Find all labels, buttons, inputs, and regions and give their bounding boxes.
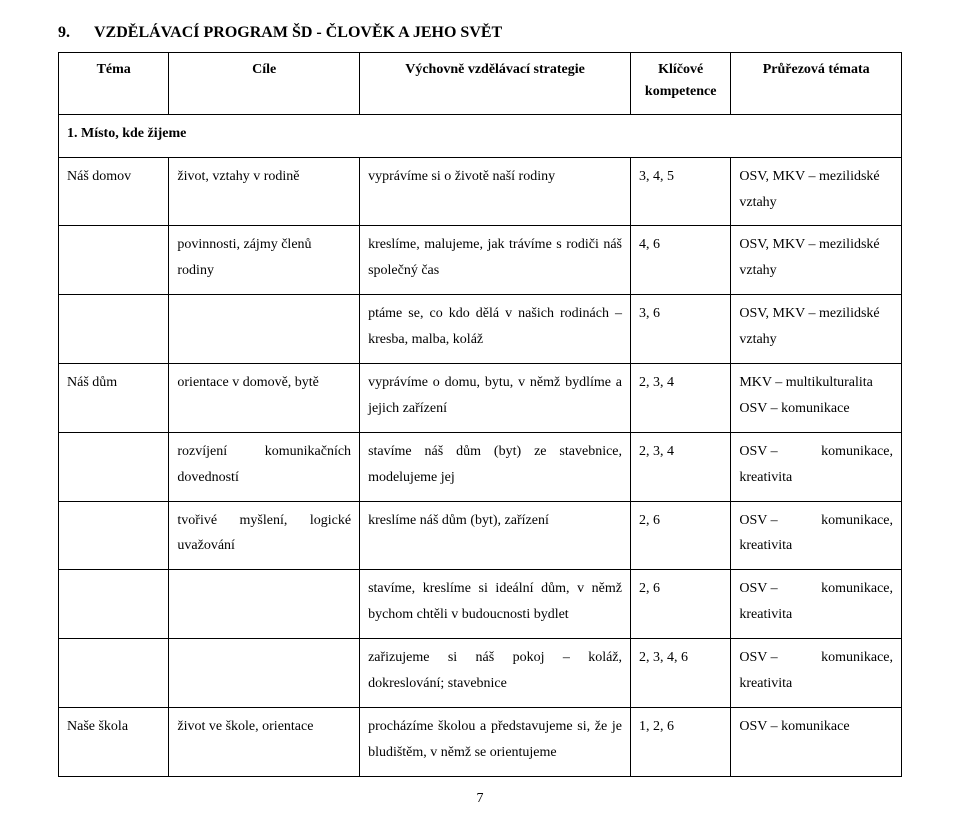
col-header-tema: Téma [59, 53, 169, 115]
table-row: zařizujeme si náš pokoj – koláž, dokresl… [59, 639, 902, 708]
cell-tema [59, 570, 169, 639]
cell-text: kreativita [739, 676, 792, 691]
cell-text: uvažování [177, 538, 235, 553]
col-header-kompetence-l2: kompetence [645, 84, 717, 99]
cell-text: dovedností [177, 470, 238, 485]
cell-kompetence: 2, 6 [631, 570, 731, 639]
cell-kompetence: 4, 6 [631, 226, 731, 295]
justified-line: tvořivé myšlení, logické [177, 508, 351, 534]
cell-cile: povinnosti, zájmy členů rodiny [169, 226, 360, 295]
section-row: 1. Místo, kde žijeme [59, 114, 902, 157]
word: komunikace, [821, 645, 893, 671]
cell-tema: Náš domov [59, 157, 169, 226]
cell-cile: tvořivé myšlení, logické uvažování [169, 501, 360, 570]
word: komunikace, [821, 439, 893, 465]
cell-strategie: kreslíme, malujeme, jak trávíme s rodiči… [360, 226, 631, 295]
cell-prurezova: OSV – komunikace, kreativita [731, 570, 902, 639]
word: OSV – [739, 508, 777, 534]
cell-tema [59, 432, 169, 501]
cell-strategie: stavíme, kreslíme si ideální dům, v němž… [360, 570, 631, 639]
cell-prurezova: OSV, MKV – mezilidské vztahy [731, 157, 902, 226]
heading-title: VZDĚLÁVACÍ PROGRAM ŠD - ČLOVĚK A JEHO SV… [94, 24, 502, 42]
cell-kompetence: 1, 2, 6 [631, 707, 731, 776]
justified-line: OSV – komunikace, [739, 508, 893, 534]
cell-cile: orientace v domově, bytě [169, 364, 360, 433]
cell-cile: život, vztahy v rodině [169, 157, 360, 226]
cell-prurezova: OSV – komunikace, kreativita [731, 639, 902, 708]
section-title: 1. Místo, kde žijeme [59, 114, 902, 157]
cell-kompetence: 3, 6 [631, 295, 731, 364]
cell-strategie: vyprávíme si o životě naší rodiny [360, 157, 631, 226]
cell-prurezova: MKV – multikulturalita OSV – komunikace [731, 364, 902, 433]
page: 9. VZDĚLÁVACÍ PROGRAM ŠD - ČLOVĚK A JEHO… [0, 0, 960, 825]
table-row: rozvíjení komunikačních dovedností staví… [59, 432, 902, 501]
justified-line: rozvíjení komunikačních [177, 439, 351, 465]
cell-strategie: vyprávíme o domu, bytu, v němž bydlíme a… [360, 364, 631, 433]
cell-cile [169, 295, 360, 364]
cell-text: kreativita [739, 538, 792, 553]
cell-text: kreativita [739, 470, 792, 485]
word: myšlení, [240, 508, 288, 534]
justified-line: OSV – komunikace, [739, 576, 893, 602]
cell-tema [59, 295, 169, 364]
cell-strategie: procházíme školou a představujeme si, že… [360, 707, 631, 776]
cell-cile [169, 639, 360, 708]
cell-strategie: zařizujeme si náš pokoj – koláž, dokresl… [360, 639, 631, 708]
table-row: stavíme, kreslíme si ideální dům, v němž… [59, 570, 902, 639]
cell-cile [169, 570, 360, 639]
cell-text: OSV – komunikace [739, 401, 849, 416]
cell-tema: Naše škola [59, 707, 169, 776]
table-row: ptáme se, co kdo dělá v našich rodinách … [59, 295, 902, 364]
word: tvořivé [177, 508, 217, 534]
word: logické [310, 508, 351, 534]
word: OSV – [739, 645, 777, 671]
cell-cile: život ve škole, orientace [169, 707, 360, 776]
section-heading: 9. VZDĚLÁVACÍ PROGRAM ŠD - ČLOVĚK A JEHO… [58, 24, 902, 42]
cell-text: kreativita [739, 607, 792, 622]
word: OSV – [739, 576, 777, 602]
col-header-kompetence-l1: Klíčové [658, 62, 703, 77]
cell-kompetence: 2, 6 [631, 501, 731, 570]
cell-tema [59, 501, 169, 570]
col-header-kompetence: Klíčové kompetence [631, 53, 731, 115]
table-header-row: Téma Cíle Výchovně vzdělávací strategie … [59, 53, 902, 115]
table-row: Naše škola život ve škole, orientace pro… [59, 707, 902, 776]
word: komunikace, [821, 508, 893, 534]
curriculum-table: Téma Cíle Výchovně vzdělávací strategie … [58, 52, 902, 777]
word: komunikace, [821, 576, 893, 602]
justified-line: OSV – komunikace, [739, 645, 893, 671]
cell-tema [59, 639, 169, 708]
heading-number: 9. [58, 24, 70, 42]
word: OSV – [739, 439, 777, 465]
col-header-strategie: Výchovně vzdělávací strategie [360, 53, 631, 115]
cell-kompetence: 3, 4, 5 [631, 157, 731, 226]
cell-prurezova: OSV – komunikace, kreativita [731, 432, 902, 501]
col-header-cile: Cíle [169, 53, 360, 115]
justified-line: OSV – komunikace, [739, 439, 893, 465]
cell-prurezova: OSV, MKV – mezilidské vztahy [731, 295, 902, 364]
table-row: Náš dům orientace v domově, bytě vypráví… [59, 364, 902, 433]
cell-prurezova: OSV, MKV – mezilidské vztahy [731, 226, 902, 295]
cell-kompetence: 2, 3, 4 [631, 432, 731, 501]
cell-prurezova: OSV – komunikace, kreativita [731, 501, 902, 570]
cell-cile: rozvíjení komunikačních dovedností [169, 432, 360, 501]
cell-strategie: kreslíme náš dům (byt), zařízení [360, 501, 631, 570]
cell-strategie: ptáme se, co kdo dělá v našich rodinách … [360, 295, 631, 364]
cell-kompetence: 2, 3, 4, 6 [631, 639, 731, 708]
table-row: tvořivé myšlení, logické uvažování kresl… [59, 501, 902, 570]
cell-prurezova: OSV – komunikace [731, 707, 902, 776]
word: komunikačních [265, 439, 351, 465]
cell-kompetence: 2, 3, 4 [631, 364, 731, 433]
cell-tema: Náš dům [59, 364, 169, 433]
page-number: 7 [58, 791, 902, 807]
cell-text: MKV – multikulturalita [739, 375, 873, 390]
cell-strategie: stavíme náš dům (byt) ze stavebnice, mod… [360, 432, 631, 501]
cell-tema [59, 226, 169, 295]
table-row: Náš domov život, vztahy v rodině vypráví… [59, 157, 902, 226]
col-header-prurezova: Průřezová témata [731, 53, 902, 115]
table-row: povinnosti, zájmy členů rodiny kreslíme,… [59, 226, 902, 295]
word: rozvíjení [177, 439, 227, 465]
